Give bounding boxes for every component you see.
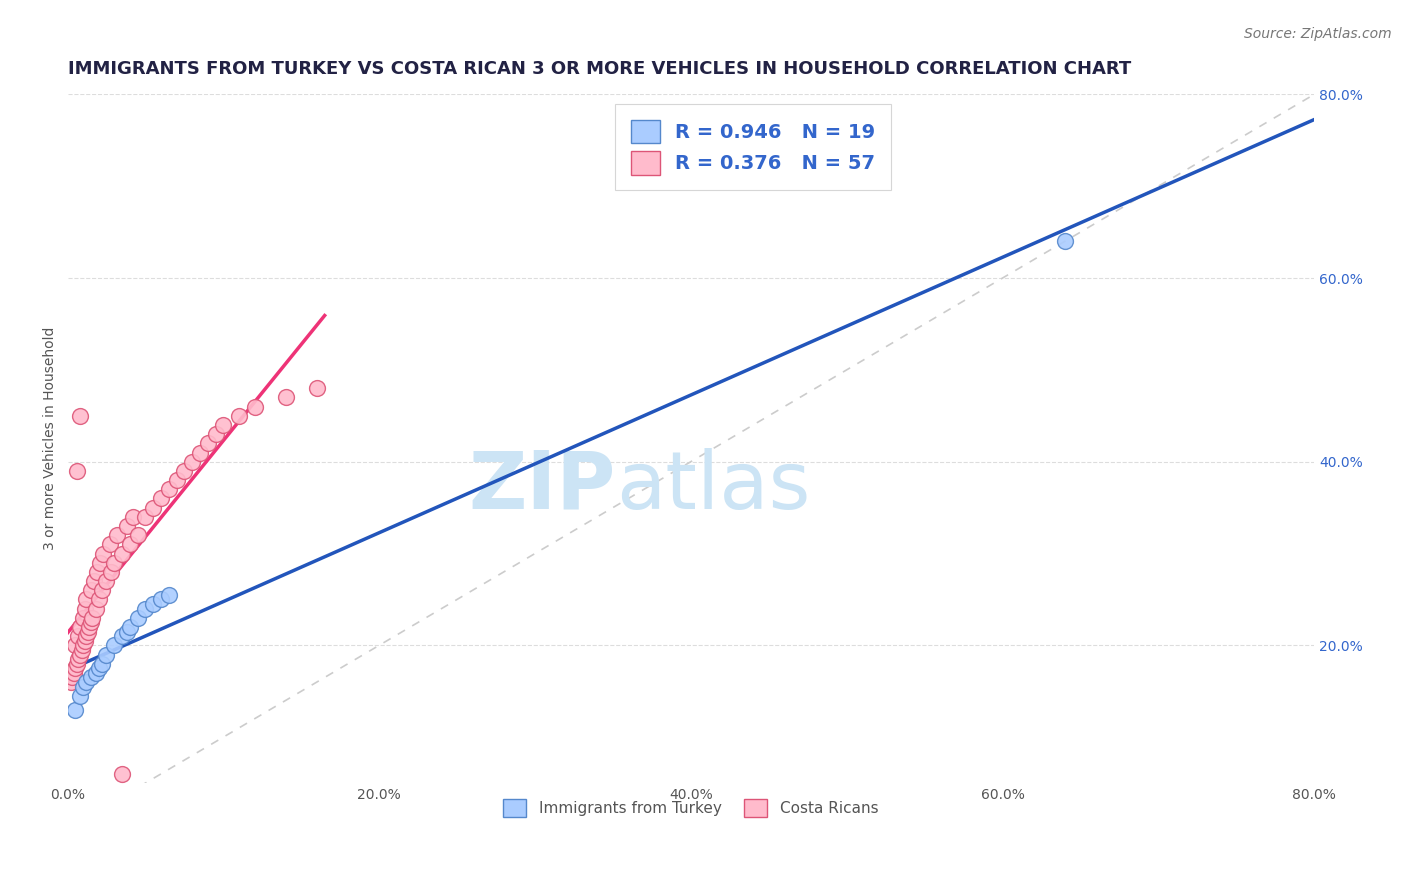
Point [274,391,297,405]
Point [76,624,98,639]
Point [72,611,94,625]
Point [84,665,107,680]
Y-axis label: 3 or more Vehicles in Household: 3 or more Vehicles in Household [44,327,58,550]
Point [67,629,90,643]
Point [98,537,121,551]
Point [67,652,90,666]
Point [142,500,165,515]
Point [87,592,110,607]
Point [204,427,226,442]
Point [96,648,118,662]
Point [197,436,219,450]
Point [60,670,83,684]
Point [72,638,94,652]
Point [142,597,165,611]
Point [73,633,96,648]
Point [90,657,112,671]
Legend: Immigrants from Turkey, Costa Ricans: Immigrants from Turkey, Costa Ricans [498,793,884,823]
Point [188,445,211,459]
Point [90,583,112,598]
Point [65,661,87,675]
Point [111,629,134,643]
Point [79,620,101,634]
Point [82,611,104,625]
Point [305,381,328,395]
Point [65,638,87,652]
Point [65,703,87,717]
Point [118,537,141,551]
Point [118,620,141,634]
Point [86,565,108,579]
Point [173,464,195,478]
Point [103,556,125,570]
Point [89,556,111,570]
Point [96,574,118,588]
Point [75,592,97,607]
Point [115,519,138,533]
Point [228,409,250,423]
Point [111,547,134,561]
Point [66,657,89,671]
Point [134,509,156,524]
Point [69,620,91,634]
Point [70,643,93,657]
Point [243,400,266,414]
Point [100,565,122,579]
Point [127,528,149,542]
Point [59,675,82,690]
Point [80,670,103,684]
Point [69,409,91,423]
Point [105,528,128,542]
Point [122,509,145,524]
Point [62,665,84,680]
Point [127,611,149,625]
Point [212,417,235,432]
Point [166,473,188,487]
Point [87,661,110,675]
Point [115,624,138,639]
Point [134,601,156,615]
Text: ZIP: ZIP [468,448,616,526]
Text: Source: ZipAtlas.com: Source: ZipAtlas.com [1244,27,1392,41]
Point [72,680,94,694]
Text: IMMIGRANTS FROM TURKEY VS COSTA RICAN 3 OR MORE VEHICLES IN HOUSEHOLD CORRELATIO: IMMIGRANTS FROM TURKEY VS COSTA RICAN 3 … [67,60,1130,78]
Point [75,675,97,690]
Point [80,583,103,598]
Point [84,601,107,615]
Point [66,464,89,478]
Point [80,615,103,630]
Point [73,601,96,615]
Point [93,547,115,561]
Point [69,689,91,703]
Point [103,638,125,652]
Point [1053,235,1076,249]
Text: atlas: atlas [616,448,810,526]
Point [111,767,134,781]
Point [157,588,180,602]
Point [150,491,173,506]
Point [150,592,173,607]
Point [157,482,180,496]
Point [75,629,97,643]
Point [83,574,105,588]
Point [69,648,91,662]
Point [181,455,204,469]
